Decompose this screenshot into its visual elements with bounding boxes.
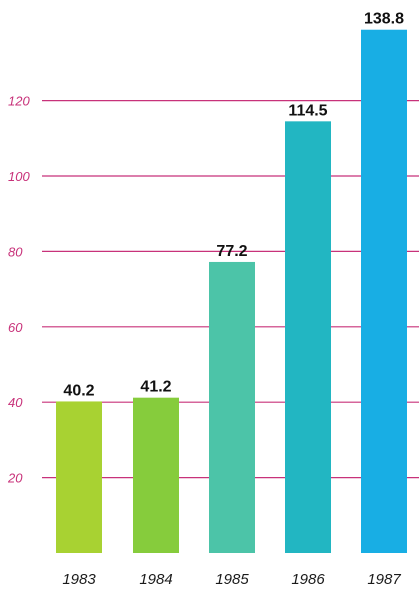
bars	[56, 29, 407, 554]
y-axis-tick-labels: 20 40 60 80 100 120	[7, 94, 30, 486]
y-tick-label: 20	[7, 471, 23, 486]
x-tick-label: 1987	[367, 571, 401, 588]
data-label: 77.2	[216, 243, 247, 260]
bar-1987	[361, 29, 407, 553]
data-label: 41.2	[140, 379, 171, 396]
y-tick-label: 60	[8, 320, 23, 335]
x-tick-label: 1985	[215, 571, 249, 588]
y-tick-label: 80	[8, 244, 23, 259]
y-tick-label: 100	[8, 169, 30, 184]
x-tick-label: 1983	[62, 571, 96, 588]
x-tick-label: 1984	[139, 571, 172, 588]
data-label: 138.8	[364, 11, 404, 28]
x-tick-label: 1986	[291, 571, 325, 588]
data-labels: 40.2 41.2 77.2 114.5 138.8	[63, 11, 404, 400]
bar-1984	[133, 397, 179, 553]
bar-1986	[285, 121, 331, 554]
x-axis-tick-labels: 1983 1984 1985 1986 1987	[62, 571, 401, 588]
y-tick-label: 120	[8, 94, 30, 109]
bar-1983	[56, 401, 102, 553]
y-tick-label: 40	[8, 395, 23, 410]
bar-1985	[209, 261, 255, 553]
data-label: 114.5	[288, 102, 327, 119]
data-label: 40.2	[63, 382, 94, 399]
